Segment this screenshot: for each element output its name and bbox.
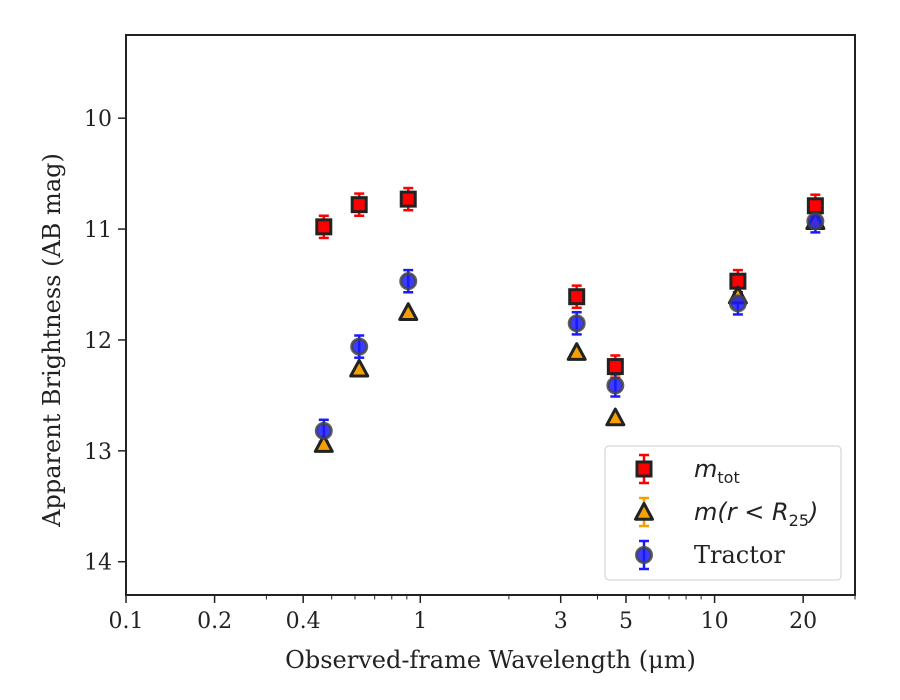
x-axis-label: Observed-frame Wavelength (μm) [285, 646, 696, 674]
y-tick-label: 12 [84, 329, 112, 354]
x-tick-label: 0.4 [286, 609, 321, 634]
y-tick-label: 14 [84, 551, 112, 576]
mtot-marker [806, 197, 824, 215]
mtot-marker [606, 358, 624, 376]
tractor-marker [606, 376, 625, 395]
legend-box [604, 445, 842, 581]
legend-mtot-marker [635, 460, 653, 478]
m-r25-marker [313, 434, 334, 453]
legend: mtot m(r < R25) Tractor [604, 445, 842, 581]
x-tick-label: 10 [701, 609, 729, 634]
m-r25-marker [566, 342, 587, 361]
y-tick-label: 10 [84, 107, 112, 132]
y-axis-label: Apparent Brightness (AB mag) [38, 153, 66, 528]
x-tick-label: 0.2 [197, 609, 232, 634]
m-r25-marker [398, 302, 419, 321]
legend-m-r25-marker [634, 502, 654, 521]
mtot-marker [350, 196, 368, 214]
legend-label-mtot: mtot [694, 455, 740, 487]
legend-label-m-r25-suffix: ) [807, 498, 818, 526]
data-markers [313, 190, 826, 453]
error-bars [318, 186, 821, 444]
tractor-marker [567, 314, 586, 333]
legend-symbols [634, 453, 654, 571]
mtot-marker [399, 190, 417, 208]
x-tick-label: 20 [789, 609, 817, 634]
legend-label-mtot-main: m [694, 455, 717, 483]
m-r25-marker [349, 358, 370, 378]
m-r25-marker [605, 407, 626, 427]
mtot-marker [315, 218, 333, 236]
legend-tractor-marker [635, 546, 653, 564]
legend-label-mtot-sub: tot [717, 468, 739, 487]
x-tick-label: 1 [413, 609, 427, 634]
legend-label-m-r25-sub: 25 [789, 511, 809, 530]
x-tick-label: 0.1 [109, 609, 144, 634]
y-tick-label: 11 [84, 218, 112, 243]
x-tick-label: 5 [619, 609, 633, 634]
tractor-marker [728, 294, 747, 313]
tractor-marker [350, 337, 369, 356]
legend-label-tractor: Tractor [694, 541, 785, 569]
y-tick-label: 13 [84, 440, 112, 465]
tractor-marker [806, 212, 825, 231]
mtot-marker [568, 288, 586, 306]
tractor-marker [399, 272, 418, 291]
plot-frame [125, 34, 856, 596]
tractor-marker [314, 421, 333, 440]
legend-label-m-r25-prefix: m(r < R [694, 498, 789, 526]
legend-label-m-r25: m(r < R25) [694, 498, 818, 530]
x-tick-label: 3 [554, 609, 568, 634]
